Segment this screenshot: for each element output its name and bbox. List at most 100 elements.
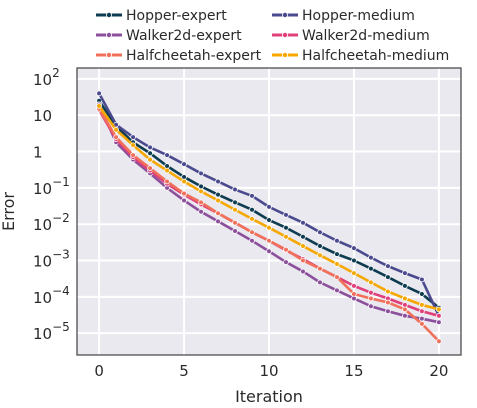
series-walker2d-expert bbox=[96, 101, 442, 326]
data-point bbox=[368, 279, 374, 286]
data-point bbox=[198, 183, 204, 190]
data-point bbox=[164, 152, 170, 158]
data-point bbox=[130, 152, 136, 158]
data-point bbox=[385, 263, 391, 269]
data-point bbox=[419, 321, 425, 327]
data-point bbox=[130, 134, 136, 140]
data-point bbox=[215, 218, 221, 225]
data-point bbox=[317, 252, 323, 258]
data-point bbox=[385, 308, 391, 315]
data-point bbox=[283, 233, 289, 240]
data-point bbox=[300, 268, 306, 275]
legend-item: Hopper-expert bbox=[96, 8, 227, 24]
data-point bbox=[317, 229, 323, 236]
x-axis-ticks: 0 5 10 15 20 bbox=[94, 362, 448, 380]
legend-marker bbox=[281, 32, 288, 39]
data-point bbox=[249, 216, 255, 222]
y-tick-label: 10−5 bbox=[33, 320, 70, 343]
data-point bbox=[113, 126, 119, 133]
data-point bbox=[351, 245, 357, 251]
data-point bbox=[249, 229, 255, 236]
y-tick-label: 10−2 bbox=[33, 211, 70, 234]
x-tick-label: 20 bbox=[429, 362, 448, 380]
data-point bbox=[232, 219, 238, 226]
data-point bbox=[232, 228, 238, 234]
legend-marker bbox=[281, 11, 288, 18]
data-point bbox=[266, 224, 272, 231]
data-point bbox=[436, 313, 442, 319]
data-point bbox=[402, 302, 408, 308]
data-point bbox=[164, 163, 170, 169]
data-point bbox=[232, 206, 238, 213]
data-point bbox=[351, 257, 357, 264]
x-tick-label: 5 bbox=[179, 362, 189, 380]
legend-label: Halfcheetah-expert bbox=[126, 48, 262, 64]
legend-label: Walker2d-expert bbox=[126, 28, 242, 44]
legend-label: Hopper-expert bbox=[126, 8, 227, 24]
data-point bbox=[181, 197, 187, 204]
data-point bbox=[181, 161, 187, 167]
legend-item: Halfcheetah-medium bbox=[272, 48, 449, 64]
data-point bbox=[334, 274, 340, 280]
data-point bbox=[368, 265, 374, 272]
data-point bbox=[351, 283, 357, 289]
legend: Hopper-expert Hopper-medium Walker2d-exper… bbox=[96, 8, 449, 64]
data-point bbox=[419, 308, 425, 315]
data-point bbox=[283, 246, 289, 253]
data-point bbox=[283, 224, 289, 231]
data-point bbox=[164, 167, 170, 174]
x-tick-label: 0 bbox=[94, 362, 104, 380]
data-point bbox=[402, 295, 408, 302]
y-tick-label: 102 bbox=[33, 66, 60, 89]
y-tick-label: 10 bbox=[33, 107, 52, 125]
data-point bbox=[249, 193, 255, 199]
data-point bbox=[215, 210, 221, 217]
data-point bbox=[283, 259, 289, 265]
data-point bbox=[232, 186, 238, 193]
legend-item: Walker2d-expert bbox=[96, 28, 242, 44]
data-point bbox=[436, 338, 442, 344]
data-point bbox=[351, 291, 357, 297]
data-point bbox=[147, 165, 153, 171]
y-tick-label: 1 bbox=[33, 144, 43, 162]
data-point bbox=[300, 257, 306, 264]
data-point bbox=[198, 170, 204, 177]
y-tick-label: 10−3 bbox=[33, 248, 70, 271]
data-point bbox=[402, 306, 408, 313]
data-point bbox=[113, 134, 119, 140]
x-axis-title: Iteration bbox=[235, 387, 303, 406]
legend-marker bbox=[106, 32, 113, 39]
data-point bbox=[368, 303, 374, 310]
data-point bbox=[419, 302, 425, 308]
data-point bbox=[147, 144, 153, 151]
legend-item: Walker2d-medium bbox=[272, 28, 430, 44]
series-layer bbox=[96, 90, 442, 344]
y-tick-label: 10−4 bbox=[33, 284, 70, 307]
data-point bbox=[215, 191, 221, 198]
data-point bbox=[283, 212, 289, 218]
data-point bbox=[198, 199, 204, 206]
data-point bbox=[419, 276, 425, 283]
x-tick-label: 15 bbox=[344, 362, 363, 380]
legend-marker bbox=[106, 11, 113, 18]
data-point bbox=[334, 251, 340, 257]
data-point bbox=[436, 319, 442, 326]
data-point bbox=[368, 289, 374, 296]
data-point bbox=[334, 237, 340, 244]
data-point bbox=[419, 291, 425, 297]
data-point bbox=[317, 265, 323, 272]
data-point bbox=[402, 313, 408, 319]
data-point bbox=[334, 287, 340, 294]
data-point bbox=[300, 219, 306, 226]
data-point bbox=[317, 279, 323, 286]
data-point bbox=[266, 204, 272, 210]
data-point bbox=[198, 208, 204, 215]
data-point bbox=[232, 199, 238, 206]
plot-frame bbox=[76, 67, 462, 356]
data-point bbox=[385, 274, 391, 280]
data-point bbox=[198, 188, 204, 195]
data-point bbox=[436, 306, 442, 313]
data-point bbox=[334, 261, 340, 267]
x-tick-label: 10 bbox=[259, 362, 278, 380]
